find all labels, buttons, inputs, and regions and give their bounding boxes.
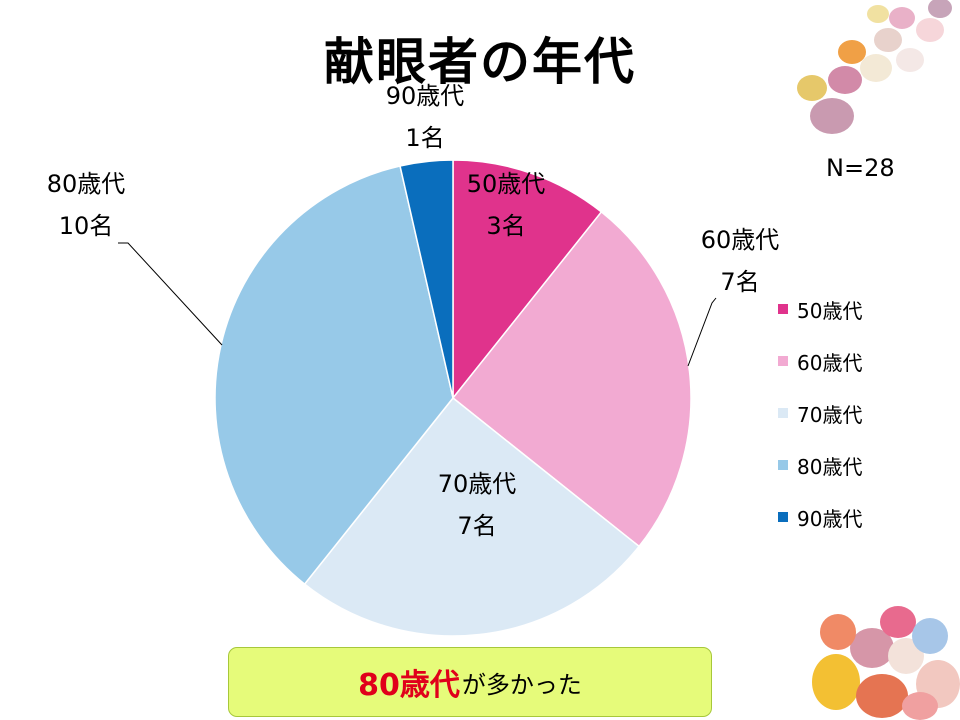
conclusion-text: が多かった [461,670,582,699]
legend-item: 50歳代 [778,296,863,323]
legend-swatch [778,460,788,470]
candy-eggs-image [812,606,960,720]
slice-category-label: 90歳代 [386,82,465,110]
slide-title: 献眼者の年代 [324,33,636,91]
slice-value-label: 3名 [486,212,525,240]
leader-line [118,242,223,346]
legend-label: 70歳代 [797,402,863,427]
legend-swatch [778,512,788,522]
sample-size-label: N=28 [826,154,895,182]
legend-item: 70歳代 [778,400,863,427]
candy-eggs-image [797,0,952,134]
legend-swatch [778,304,788,314]
pie-slice-90歳代 [399,159,454,399]
pie-slice-80歳代 [214,165,454,586]
legend-swatch [778,408,788,418]
pie-slice-70歳代 [303,396,641,637]
legend-label: 90歳代 [797,506,863,531]
pie-slice-50歳代 [452,159,603,401]
slice-category-label: 50歳代 [467,170,546,198]
conclusion-highlight: 80歳代 [358,668,460,703]
legend-item: 60歳代 [778,348,863,375]
legend-label: 80歳代 [797,454,863,479]
slice-value-label: 7名 [457,512,496,540]
leader-line [687,297,717,367]
legend-label: 50歳代 [797,298,863,323]
legend-item: 90歳代 [778,504,863,531]
slice-value-label: 1名 [405,124,444,152]
legend-label: 60歳代 [797,350,863,375]
slice-category-label: 70歳代 [438,470,517,498]
pie-slice-60歳代 [451,210,692,548]
conclusion-box: 80歳代 が多かった [228,647,712,717]
slice-category-label: 80歳代 [47,170,126,198]
slice-value-label: 10名 [59,212,114,240]
slice-value-label: 7名 [720,268,759,296]
legend-item: 80歳代 [778,452,863,479]
slice-category-label: 60歳代 [701,226,780,254]
legend-swatch [778,356,788,366]
